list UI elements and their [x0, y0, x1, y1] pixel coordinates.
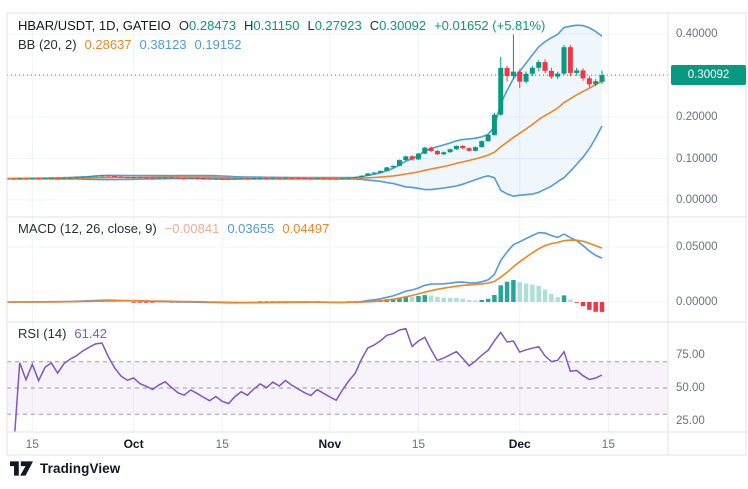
macd-pane [7, 231, 605, 312]
ohlc-change: +0.01652 (+5.81%) [434, 18, 546, 33]
price-axis-label: 0.40000 [676, 28, 718, 40]
rsi-indicator-row[interactable]: RSI (14) 61.42 [18, 327, 107, 341]
frame-layer [6, 12, 747, 456]
price-axis-label: 0.10000 [676, 152, 718, 165]
ohlc-close-value: 0.30092 [379, 18, 427, 33]
price-axis-label: 50.00 [676, 382, 705, 394]
ohlc-close: C0.30092 [370, 19, 426, 33]
ohlc-low-key: L [307, 18, 315, 33]
time-axis-label: 15 [25, 437, 39, 451]
time-axis-label: Oct [123, 437, 144, 451]
time-axis-label: Dec [508, 437, 531, 451]
tradingview-attribution[interactable]: TradingView [10, 461, 120, 476]
macd-signal-value: 0.04497 [282, 221, 330, 236]
ohlc-open-key: O [178, 18, 190, 33]
ohlc-low: L0.27923 [307, 19, 361, 33]
ohlc-open-value: 0.28473 [189, 18, 237, 33]
rsi-label: RSI (14) [18, 326, 67, 341]
ohlc-high: H0.31150 [244, 19, 299, 33]
macd-line-value: 0.03655 [227, 221, 275, 236]
time-axis-label: Nov [318, 437, 342, 451]
rsi-value: 61.42 [74, 326, 107, 341]
ohlc-low-value: 0.27923 [314, 18, 362, 33]
price-axis-label: 0.20000 [676, 111, 718, 123]
current-price-tag: 0.30092 [671, 65, 746, 86]
time-axis-label: 15 [601, 437, 616, 451]
macd-indicator-row[interactable]: MACD (12, 26, close, 9) −0.00841 0.03655… [18, 222, 329, 236]
macd-signal-line [7, 239, 603, 304]
ohlc-high-value: 0.31150 [253, 18, 300, 33]
attribution-text: TradingView [40, 461, 121, 476]
time-axis-label: 15 [215, 437, 229, 451]
bb-label: BB (20, 2) [18, 37, 77, 52]
bb-basis-value: 0.28637 [84, 37, 132, 52]
price-axis-label: 25.00 [676, 414, 705, 427]
macd-label: MACD (12, 26, close, 9) [18, 221, 157, 236]
bb-lower-value: 0.19152 [194, 37, 242, 52]
ohlc-close-key: C [369, 18, 380, 33]
symbol-title[interactable]: HBAR/USDT, 1D, GATEIO [18, 18, 171, 33]
ohlc-open: O0.28473 [179, 19, 236, 33]
tradingview-logo-icon [10, 461, 33, 476]
candles-layer [7, 34, 605, 180]
rsi-line [14, 327, 603, 432]
bb-upper-value: 0.38123 [139, 37, 187, 52]
macd-histogram-value: −0.00841 [164, 221, 220, 236]
price-axis-label: 0.05000 [676, 241, 718, 253]
rsi-pane [7, 327, 668, 432]
ohlc-high-key: H [244, 18, 254, 33]
price-axis-label: 75.00 [676, 349, 705, 362]
price-axis-label: 0.00000 [676, 296, 718, 308]
bb-indicator-row[interactable]: BB (20, 2) 0.28637 0.38123 0.19152 [18, 38, 242, 52]
symbol-header: HBAR/USDT, 1D, GATEIO O0.28473 H0.31150 … [18, 19, 545, 33]
time-axis-label: 15 [411, 437, 426, 451]
price-axis-label: 0.00000 [676, 194, 718, 206]
